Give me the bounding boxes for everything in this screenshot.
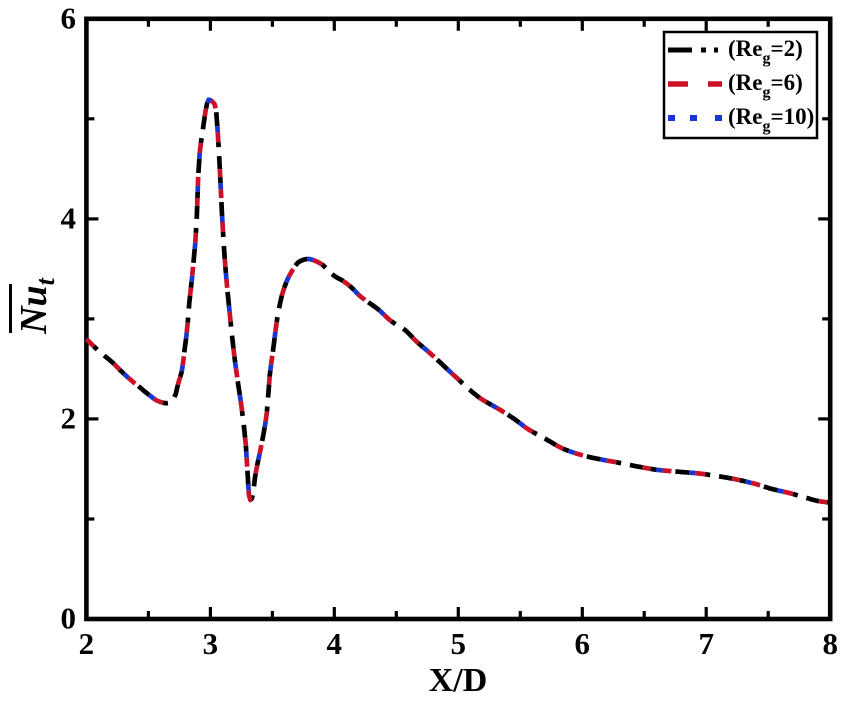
svg-text:2: 2 <box>79 626 95 661</box>
svg-text:8: 8 <box>822 626 838 661</box>
svg-text:Nut: Nut <box>13 277 60 335</box>
svg-text:4: 4 <box>61 200 77 235</box>
svg-text:2: 2 <box>61 400 77 435</box>
svg-text:0: 0 <box>61 601 77 636</box>
svg-text:7: 7 <box>698 626 714 661</box>
svg-text:X/D: X/D <box>429 662 488 699</box>
svg-text:6: 6 <box>61 0 77 35</box>
svg-text:4: 4 <box>327 626 343 661</box>
svg-text:5: 5 <box>451 626 467 661</box>
svg-text:3: 3 <box>203 626 219 661</box>
svg-text:6: 6 <box>575 626 591 661</box>
